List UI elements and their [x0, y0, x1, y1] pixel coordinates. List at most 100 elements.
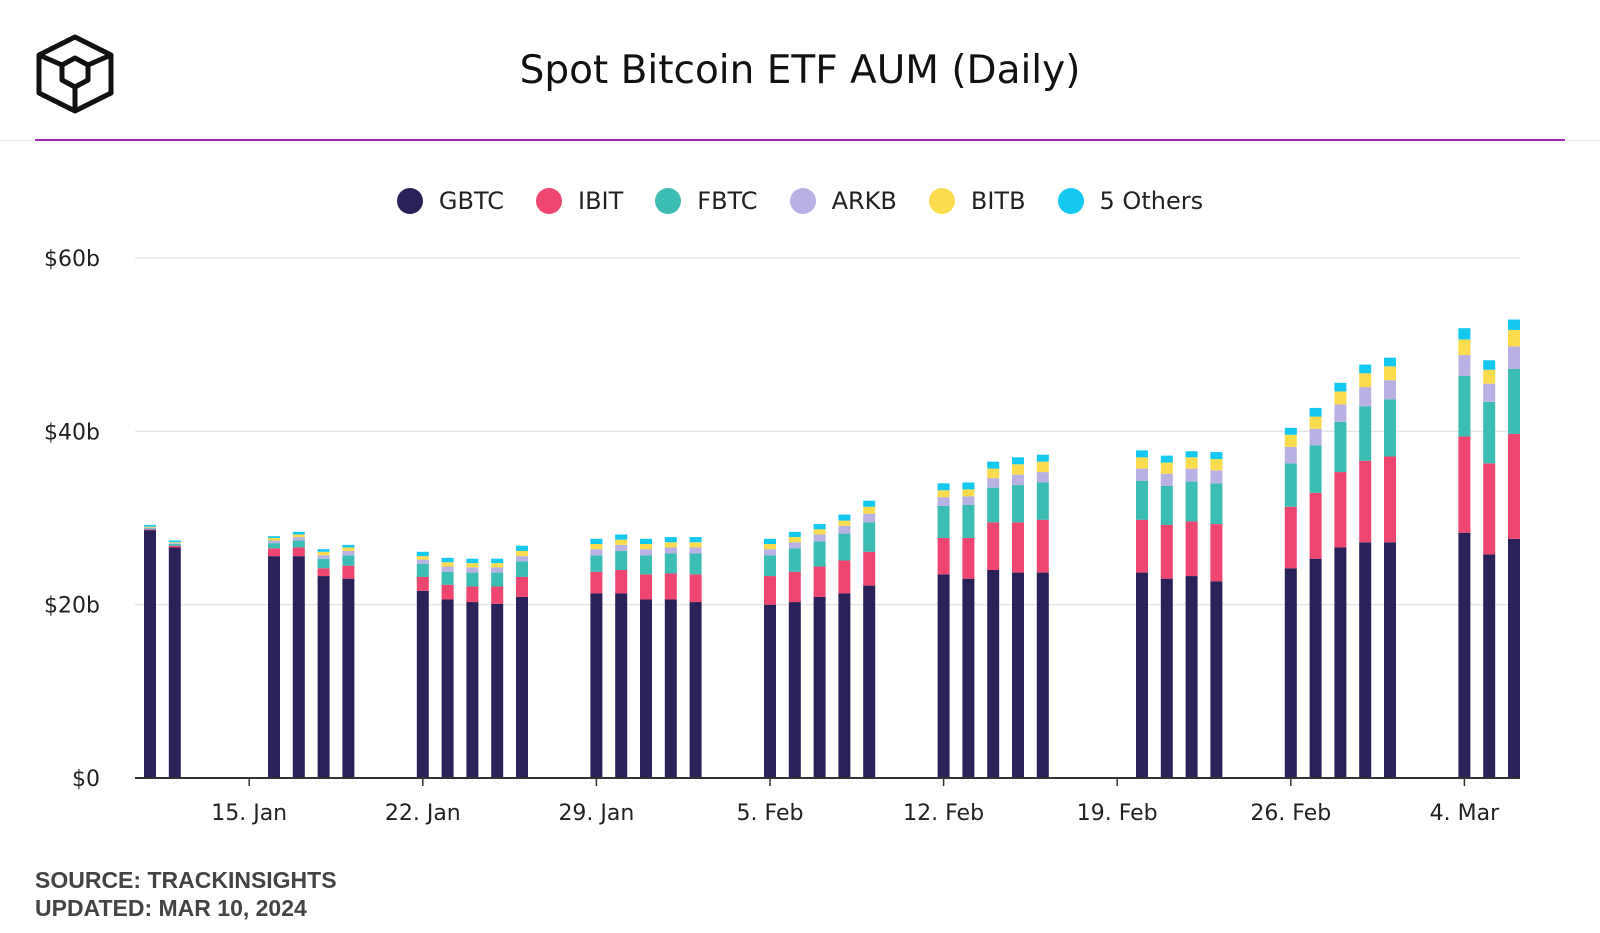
bar-segment	[1458, 355, 1471, 376]
bar-segment	[1334, 404, 1347, 422]
bar-segment	[987, 570, 1000, 778]
bar-segment	[1160, 455, 1173, 463]
bar-segment	[813, 534, 826, 542]
bar-segment	[342, 565, 355, 579]
bar-segment	[863, 506, 876, 514]
bar-segment	[416, 576, 429, 591]
legend-item[interactable]: GBTC	[396, 187, 504, 215]
bar-segment	[590, 555, 603, 572]
bar-segment	[590, 549, 603, 556]
bar-segment	[937, 497, 950, 506]
bar-segment	[962, 537, 975, 579]
bar-segment	[1508, 368, 1520, 434]
bar-segment	[1384, 456, 1396, 543]
bar-segment	[1309, 445, 1322, 493]
bar-segment	[1284, 434, 1297, 447]
bar-segment	[441, 599, 454, 778]
bar-segment	[1384, 357, 1396, 367]
chart-title: Spot Bitcoin ETF AUM (Daily)	[519, 48, 1081, 93]
legend-item[interactable]: 5 Others	[1057, 187, 1204, 215]
bar-segment	[689, 553, 702, 575]
x-tick-label: 4. Mar	[1430, 801, 1500, 826]
bar-segment	[1359, 387, 1372, 407]
bar-segment	[1359, 406, 1372, 461]
bar-segment	[1334, 421, 1347, 473]
bar-segment	[1036, 572, 1049, 778]
legend-item[interactable]: FBTC	[655, 187, 758, 215]
bar-segment	[466, 558, 479, 564]
x-tick-label: 19. Feb	[1077, 801, 1158, 826]
bar-segment	[764, 604, 776, 778]
cube-logo-icon	[36, 34, 114, 114]
bar-segment	[1012, 457, 1024, 465]
bar-segment	[640, 574, 652, 600]
bar-segment	[1136, 468, 1148, 481]
legend-label: 5 Others	[1099, 187, 1204, 215]
bar-segment	[937, 574, 950, 778]
bar-segment	[168, 543, 181, 544]
bar-segment	[615, 544, 628, 551]
bar-segment	[1508, 346, 1520, 369]
bar-segment	[1508, 433, 1520, 539]
bar-segment	[863, 585, 876, 778]
bar-segment	[144, 527, 156, 529]
legend-item[interactable]: BITB	[928, 187, 1026, 215]
bar-segment	[838, 514, 851, 521]
bar-segment	[689, 547, 702, 554]
bar-segment	[788, 537, 801, 543]
bar-segment	[491, 567, 504, 573]
y-tick-label: $0	[72, 767, 100, 792]
legend-label: FBTC	[697, 187, 758, 215]
bar-segment	[1508, 538, 1520, 778]
bar-segment	[1185, 481, 1198, 522]
bar-segment	[590, 571, 603, 594]
bar-segment	[863, 513, 876, 523]
bar-segment	[764, 549, 776, 556]
bar-segment	[615, 550, 628, 570]
bar-segment	[1136, 519, 1148, 573]
bar-segment	[813, 529, 826, 535]
bar-segment	[664, 547, 677, 554]
source-text: SOURCE: TRACKINSIGHTS	[35, 867, 337, 893]
bar-segment	[1384, 399, 1396, 457]
bar-segment	[813, 566, 826, 597]
bar-segment	[590, 538, 603, 544]
bar-segment	[516, 576, 528, 597]
bar-segment	[466, 563, 479, 568]
bar-segment	[1136, 450, 1148, 458]
legend-item[interactable]: IBIT	[536, 187, 623, 215]
bar-segment	[664, 553, 677, 574]
chart-legend: GBTC IBIT FBTC ARKB BITB 5 Others	[0, 187, 1600, 215]
bar-segment	[1458, 532, 1471, 778]
bar-segment	[342, 544, 355, 548]
bar-segment	[441, 584, 454, 600]
bar-segment	[1210, 524, 1223, 582]
bar-segment	[788, 548, 801, 572]
bar-segment	[1384, 542, 1396, 778]
bar-segment	[268, 540, 280, 544]
bar-segment	[1458, 436, 1471, 533]
bar-segment	[689, 542, 702, 548]
bar-segment	[813, 524, 826, 530]
bar-segment	[1185, 576, 1198, 778]
bar-segment	[615, 570, 628, 594]
bar-segment	[1458, 339, 1471, 356]
bar-segment	[615, 593, 628, 778]
bar-segment	[1483, 383, 1496, 402]
bar-segment	[1334, 391, 1347, 405]
bar-segment	[1012, 464, 1024, 475]
bar-segment	[342, 578, 355, 778]
bar-segment	[764, 576, 776, 605]
bar-segment	[1508, 319, 1520, 330]
bar-segment	[1309, 416, 1322, 429]
bar-segment	[689, 537, 702, 543]
bar-segment	[813, 596, 826, 778]
bar-segment	[144, 530, 156, 778]
bar-segment	[640, 549, 652, 556]
legend-item[interactable]: ARKB	[789, 187, 897, 215]
bar-segment	[1012, 474, 1024, 486]
bar-segment	[491, 572, 504, 587]
y-tick-label: $40b	[44, 420, 100, 445]
bar-segment	[838, 525, 851, 534]
bar-segment	[1185, 468, 1198, 482]
